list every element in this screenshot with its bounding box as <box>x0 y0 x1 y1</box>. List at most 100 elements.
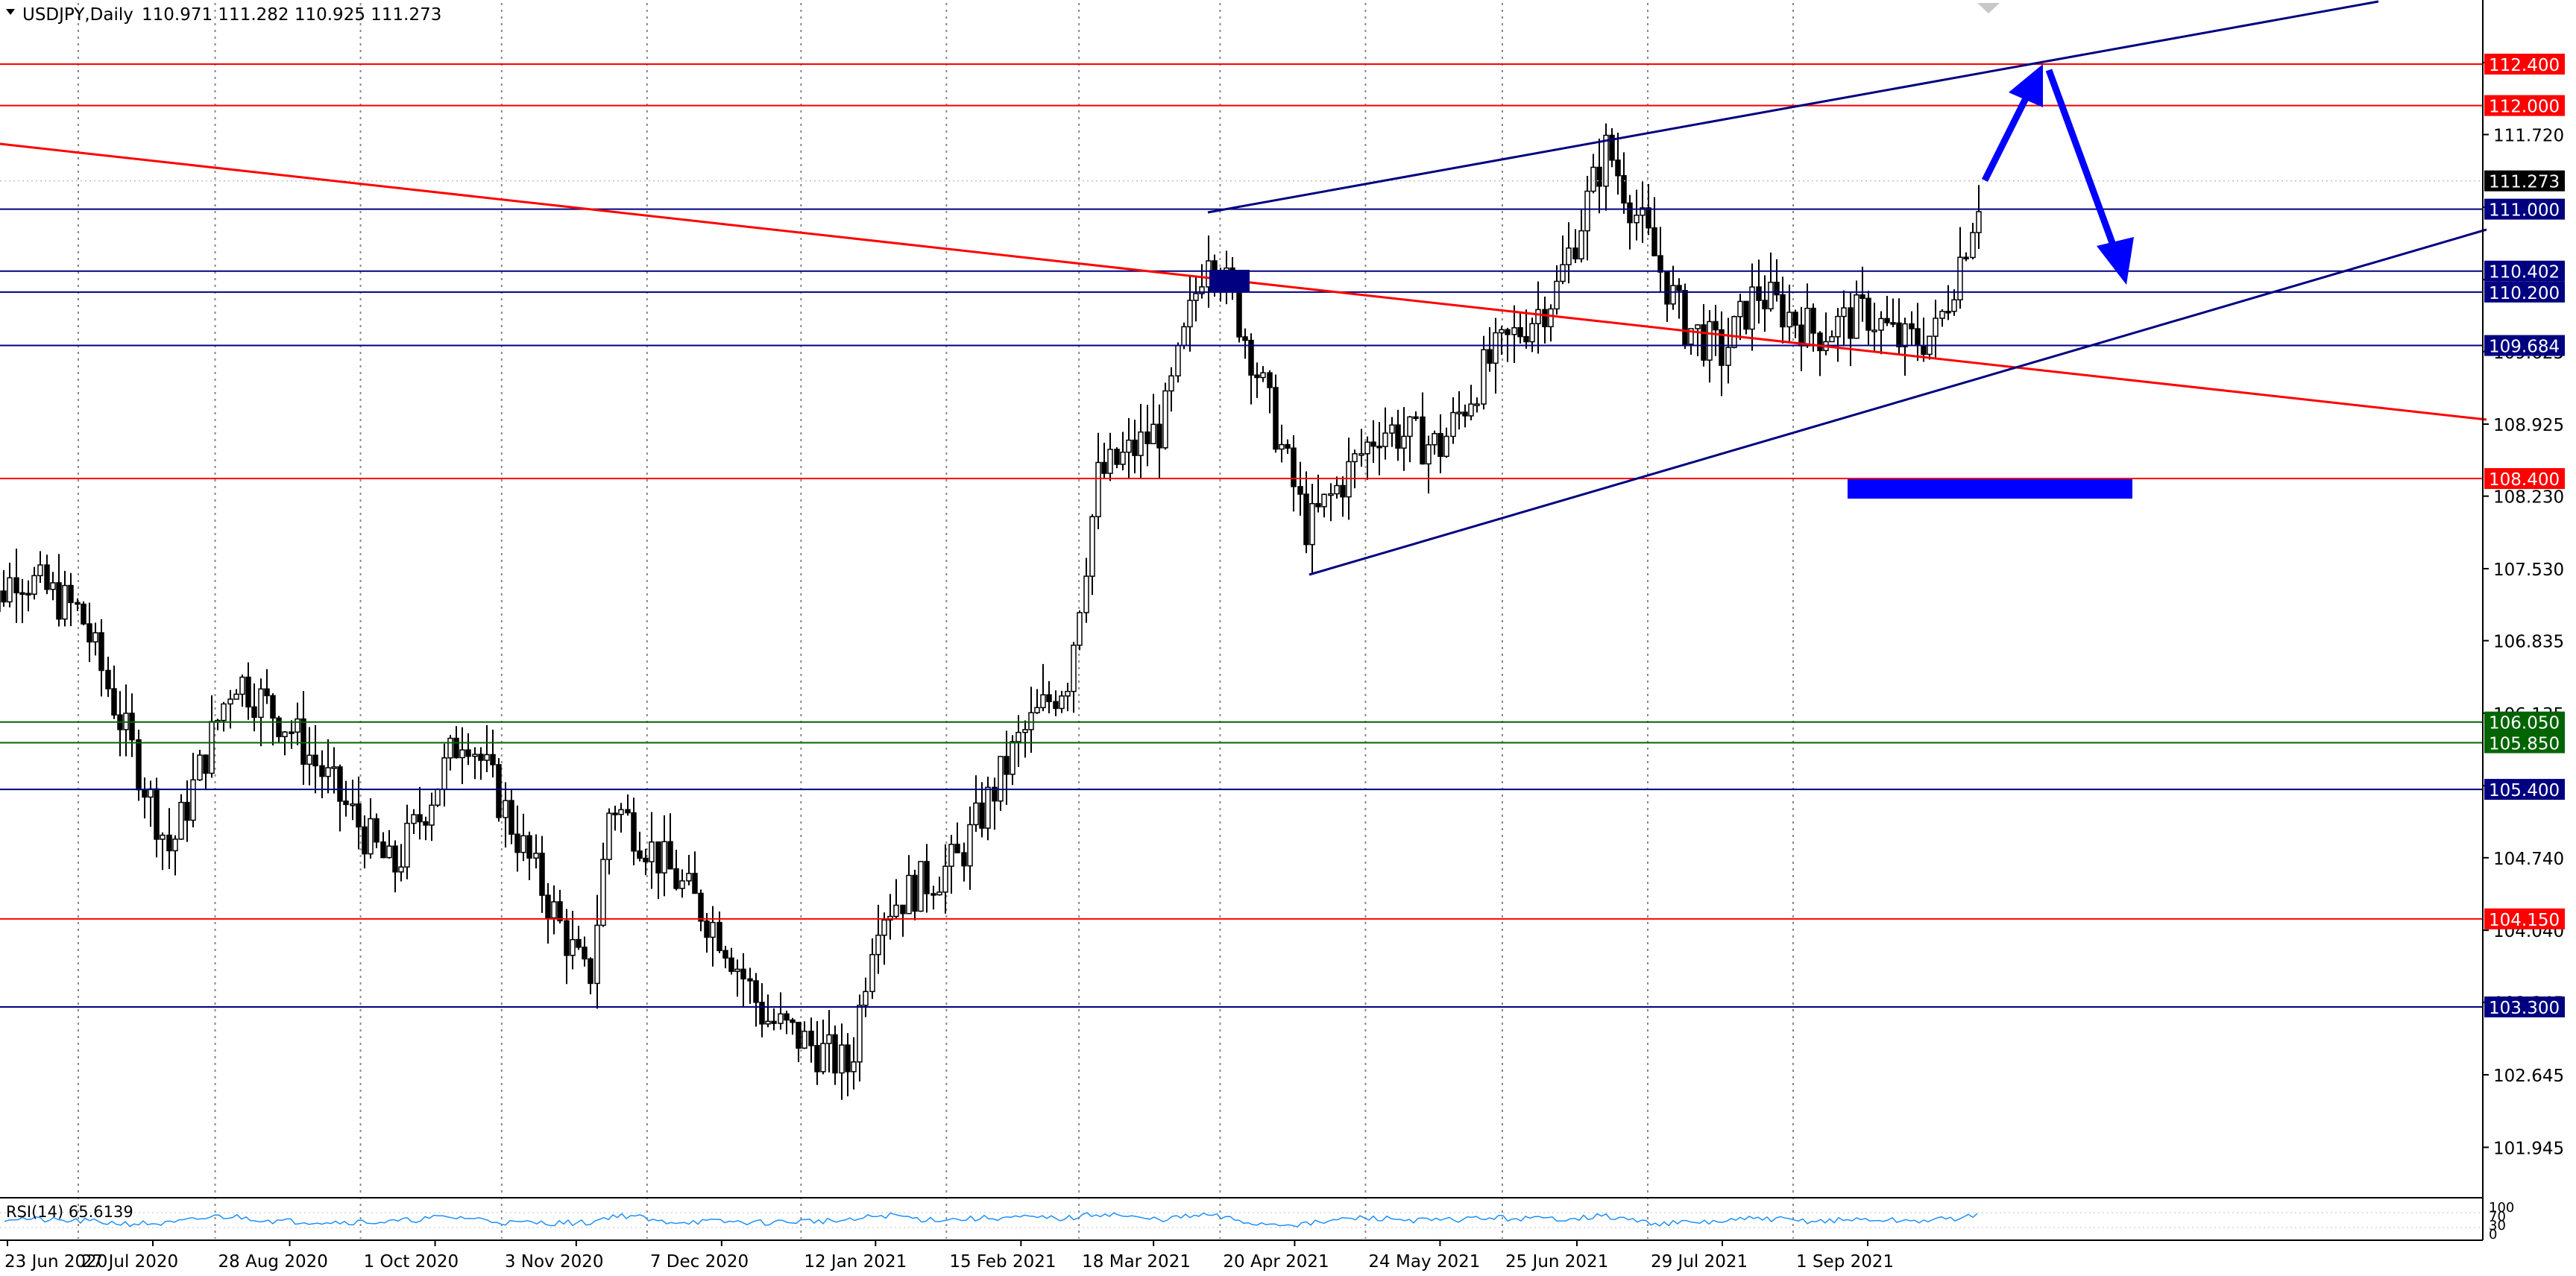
candle-body <box>1511 326 1517 335</box>
candle-body <box>245 676 251 708</box>
candle-body <box>1120 451 1126 465</box>
candle-body <box>1554 280 1560 310</box>
level-badge: 111.000 <box>2489 201 2560 221</box>
candle-body <box>1817 332 1823 352</box>
candle-body <box>1297 486 1303 495</box>
candle-body <box>1970 232 1976 259</box>
candle-body <box>710 921 716 938</box>
candle-body <box>7 577 13 603</box>
level-badge: 104.150 <box>2489 911 2560 930</box>
y-tick-label: 104.740 <box>2493 850 2564 869</box>
candle-body <box>1725 347 1731 366</box>
candle-body <box>698 892 704 922</box>
candle-body <box>1114 449 1120 465</box>
candle-body <box>1780 294 1786 328</box>
level-lines <box>0 63 2483 1008</box>
candle-body <box>1749 286 1755 330</box>
candle-body <box>747 978 753 982</box>
candle-body <box>374 818 380 843</box>
level-badge-bg <box>2484 54 2565 75</box>
candle-body <box>839 1044 845 1074</box>
candle-body <box>478 754 484 761</box>
candle-body <box>13 577 19 594</box>
candle-body <box>759 1002 765 1025</box>
y-tick-label: 111.720 <box>2493 127 2564 146</box>
candle-body <box>44 564 50 590</box>
candle-body <box>503 800 508 818</box>
level-badge: 105.400 <box>2489 781 2560 800</box>
candle-body <box>1670 285 1676 305</box>
candle-body <box>1707 320 1713 361</box>
candle-body <box>1566 247 1572 265</box>
x-tick-label: 27 Jul 2020 <box>81 1252 178 1272</box>
candle-body <box>564 920 570 956</box>
candle-body <box>679 880 685 889</box>
candle-body <box>306 754 312 765</box>
candle-body <box>1841 307 1847 318</box>
candle-body <box>1138 431 1144 456</box>
candle-body <box>1688 328 1694 345</box>
candle-body <box>514 833 520 853</box>
candle-body <box>1059 695 1065 710</box>
candle-body <box>1481 349 1487 405</box>
candle-body <box>441 757 447 790</box>
candle-body <box>1719 329 1725 366</box>
candle-body <box>863 991 869 1006</box>
candle-body <box>1933 318 1939 337</box>
candle-body <box>282 731 288 738</box>
candle-body <box>1022 729 1028 733</box>
candle-body <box>1621 174 1627 204</box>
candle-body <box>1774 282 1780 296</box>
candle-body <box>1443 435 1449 458</box>
candle-body <box>637 850 643 859</box>
rsi-axis-tick: 70 <box>2489 1209 2506 1225</box>
candle-body <box>600 859 606 926</box>
chart-header: USDJPY,Daily 110.971 111.282 110.925 111.… <box>6 3 2000 25</box>
candle-body <box>722 950 728 959</box>
candle-body <box>1499 329 1505 334</box>
candle-body <box>1132 439 1138 456</box>
candle-body <box>1743 300 1749 330</box>
candle-body <box>771 1020 777 1024</box>
candle-body <box>790 1019 796 1023</box>
candle-body <box>1713 320 1719 331</box>
candle-body <box>190 779 196 821</box>
candle-body <box>875 935 881 956</box>
level-badge: 105.850 <box>2489 735 2560 754</box>
candle-body <box>251 706 257 718</box>
y-tick-label: 102.645 <box>2493 1067 2564 1086</box>
candle-body <box>796 1021 802 1049</box>
candle-body <box>111 688 117 716</box>
y-tick-label: 108.230 <box>2493 488 2564 508</box>
level-badge-bg <box>2484 198 2565 220</box>
level-badge-bg <box>2484 908 2565 929</box>
candle-body <box>625 809 631 814</box>
x-tick-label: 7 Dec 2020 <box>650 1252 749 1272</box>
candle-body <box>1370 441 1376 447</box>
candle-body <box>728 957 734 973</box>
candle-body <box>857 1005 863 1063</box>
candle-body <box>1578 230 1584 259</box>
candle-body <box>1187 300 1193 328</box>
candle-body <box>1095 461 1101 517</box>
level-badges: 112.400 112.000 111.000 110.402 110.200 109.6… <box>2484 54 2565 1018</box>
candle-body <box>1493 332 1499 364</box>
candle-body <box>740 968 746 980</box>
candle-body <box>350 803 356 806</box>
candle-body <box>50 582 56 590</box>
candle-body <box>900 904 906 915</box>
candle-body <box>1309 502 1315 546</box>
candle-body <box>86 623 92 642</box>
candle-body <box>166 834 172 852</box>
candle-body <box>753 980 759 1003</box>
candle-body <box>918 861 924 912</box>
candle-body <box>105 669 111 689</box>
candle-body <box>1615 160 1621 177</box>
current-price-badge-bg <box>2484 170 2565 192</box>
candle-body <box>37 564 43 577</box>
candle-body <box>1640 207 1646 216</box>
candle-body <box>1945 310 1951 314</box>
candle-body <box>869 953 875 993</box>
